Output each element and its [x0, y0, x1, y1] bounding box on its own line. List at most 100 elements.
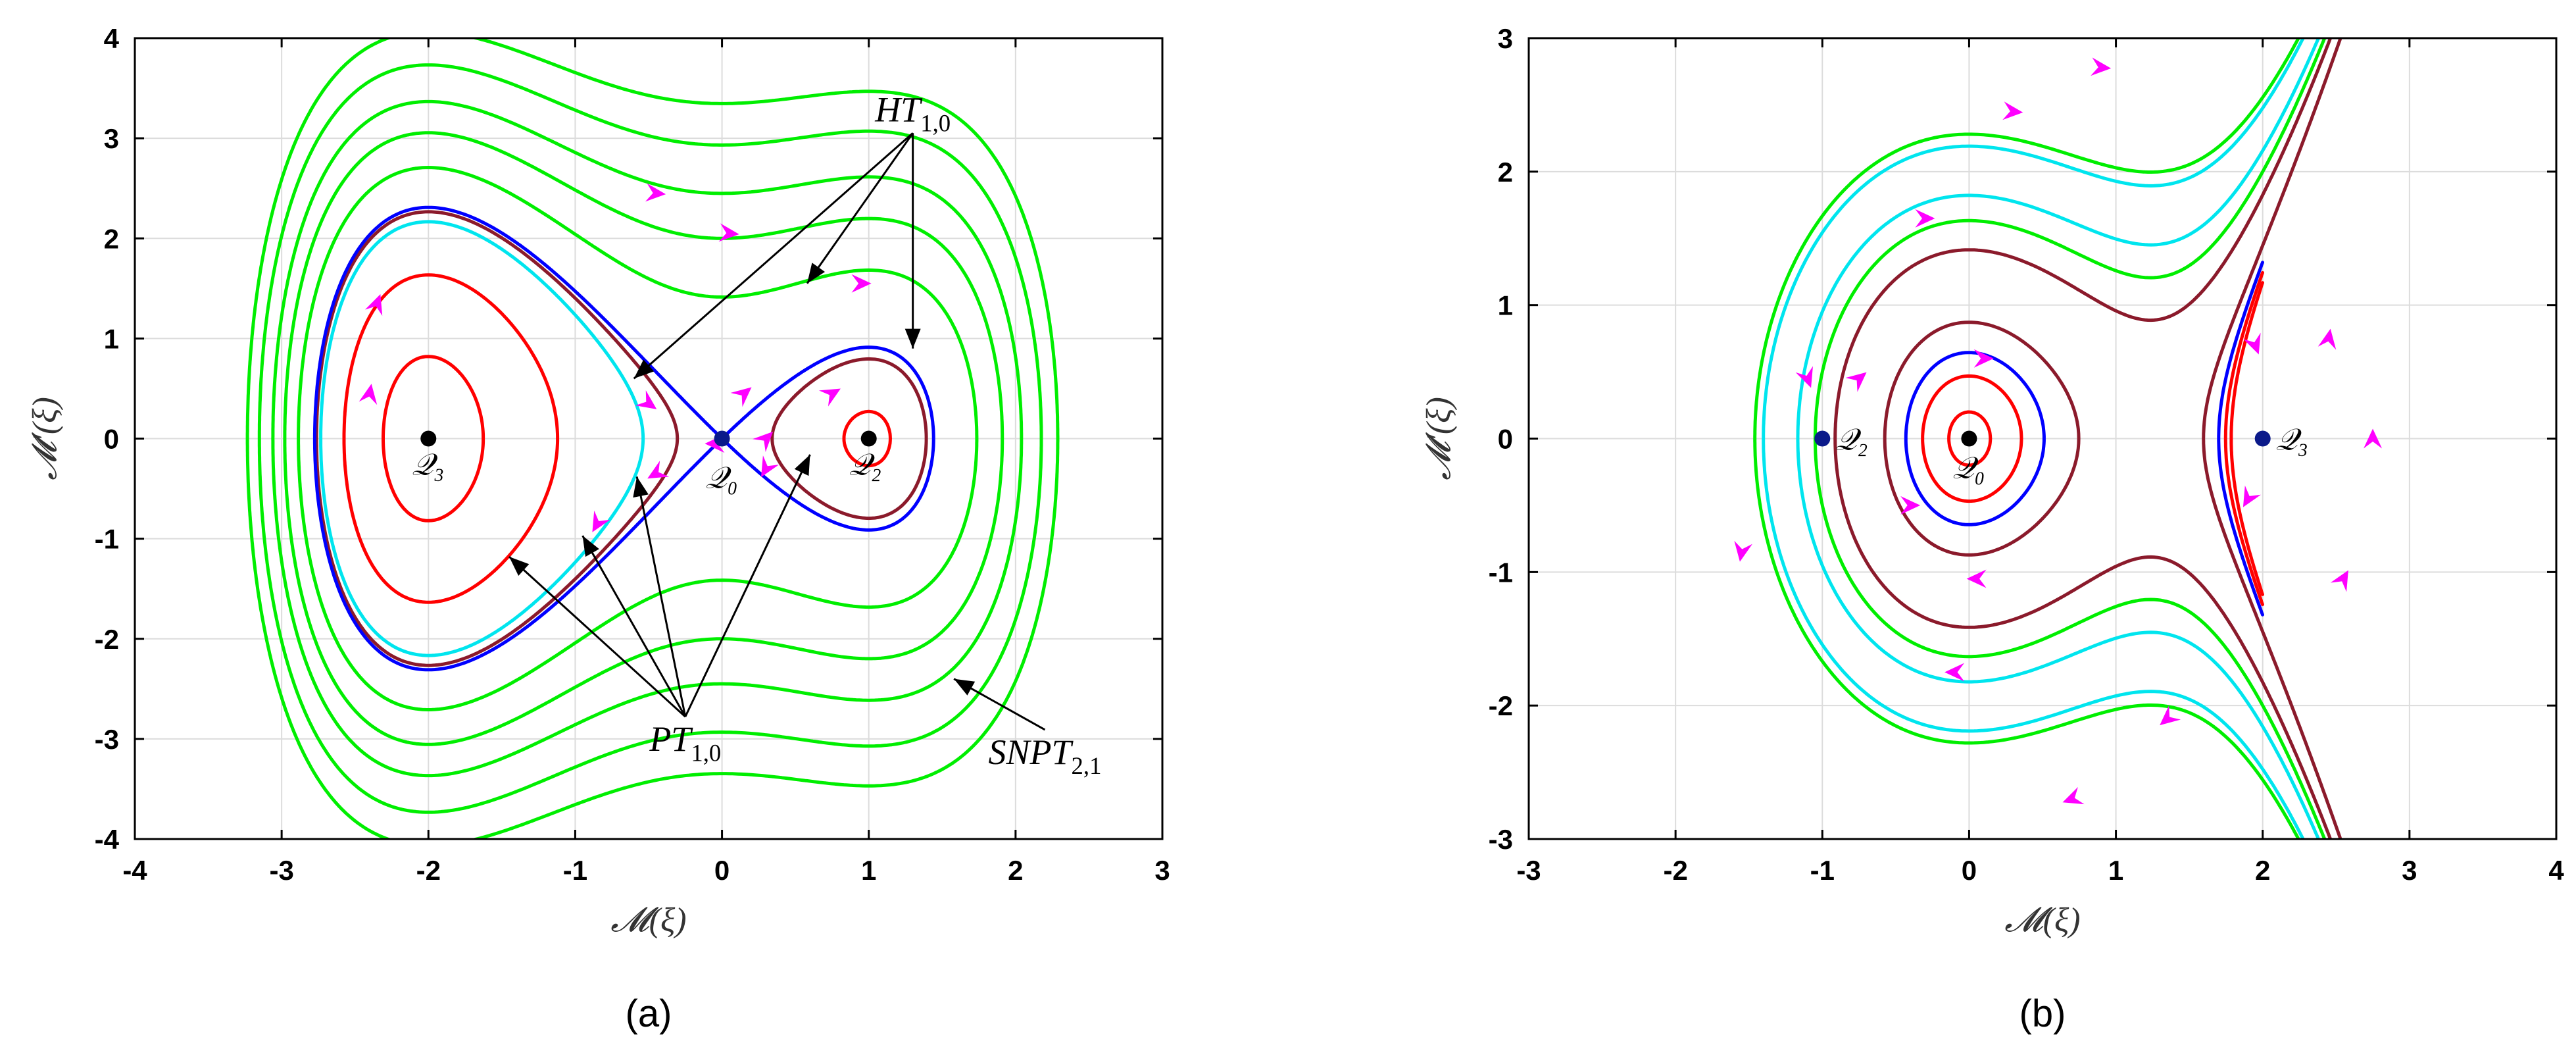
direction-arrow [761, 455, 780, 478]
annotation-arrowhead [633, 359, 655, 379]
y-tick-label: -3 [1489, 824, 1513, 855]
direction-arrow [1795, 366, 1813, 388]
x-tick-label: -1 [1810, 855, 1835, 886]
x-tick-label: -1 [563, 855, 587, 886]
x-tick-label: 3 [1154, 855, 1170, 886]
x-tick-label: 3 [2402, 855, 2417, 886]
equilibrium-point [1814, 430, 1831, 447]
equilibrium-label: 𝒬₃ [412, 448, 444, 482]
y-tick-label: 1 [1498, 290, 1513, 321]
x-tick-label: 2 [1008, 855, 1023, 886]
annotation-arrowhead [633, 476, 649, 498]
direction-arrow [2091, 57, 2112, 76]
y-tick-label: 2 [104, 223, 119, 254]
annotation-leader [582, 535, 687, 717]
direction-arrows [1734, 57, 2383, 805]
annotation-label-base: SNPT [989, 732, 1074, 772]
series-2 [319, 220, 645, 657]
x-tick-label: -4 [122, 855, 147, 886]
equilibrium-point [1961, 430, 1977, 447]
x-tick-label: 4 [2548, 855, 2564, 886]
y-tick-label: -3 [95, 724, 119, 755]
annotation-label-sub: 1,0 [691, 739, 721, 766]
direction-arrow [2062, 786, 2085, 805]
x-tick-label: -3 [269, 855, 293, 886]
y-tick-label: -2 [95, 624, 119, 655]
x-tick-label: -2 [1663, 855, 1687, 886]
x-tick-label: 1 [861, 855, 876, 886]
series-9 [271, 99, 1024, 778]
direction-arrow [359, 384, 378, 405]
annotation-label: PT1,0 [649, 719, 721, 766]
panel-a: 𝒬₃ 𝒬₀ 𝒬₂ -4 -3 -2 -1 0 1 2 3 -4 -3 -2 -1 0 1 2 3 4 𝓜(ξ) 𝓜′(ξ)… [26, 23, 1170, 1035]
annotation-label-base: PT [649, 719, 693, 759]
direction-arrow [647, 461, 670, 479]
equilibrium-label: 𝒬₂ [1835, 423, 1868, 457]
y-tick-label: 3 [104, 123, 119, 154]
series-5 [1796, 38, 2321, 839]
y-tick-label: -2 [1489, 690, 1513, 721]
direction-arrows [359, 183, 872, 532]
equilibrium-label: 𝒬₀ [1952, 451, 1985, 485]
annotation-label: HT1,0 [874, 89, 951, 136]
y-tick-label: -1 [1489, 557, 1513, 588]
direction-arrow [1845, 372, 1867, 392]
series-10 [257, 63, 1043, 814]
direction-arrow [818, 388, 841, 407]
curves [1753, 38, 2342, 839]
direction-arrow [1734, 540, 1752, 562]
equilibrium-point [2254, 430, 2271, 447]
direction-arrow [2242, 485, 2262, 507]
equilibrium-point [714, 430, 730, 447]
annotation-arrowhead [904, 328, 921, 349]
direction-arrow [2160, 705, 2181, 726]
y-tick-label: -1 [95, 524, 119, 555]
series-4 [842, 409, 892, 468]
series-0 [1947, 281, 2264, 596]
series-1 [1921, 270, 2264, 607]
annotation-arrowhead [509, 557, 530, 576]
x-axis-label: 𝓜(ξ) [610, 902, 686, 939]
annotation-leader [684, 454, 811, 717]
equilibrium-label: 𝒬₂ [849, 448, 881, 482]
direction-arrow [645, 183, 666, 202]
x-tick-label: 2 [2255, 855, 2270, 886]
series-3 [1883, 38, 2342, 839]
direction-arrow [635, 390, 657, 409]
annotation-leader [635, 476, 687, 717]
y-tick-label: 4 [104, 23, 120, 54]
direction-arrow [2364, 428, 2383, 449]
annotation-label-sub: 2,1 [1072, 752, 1102, 779]
annotation-label-base: HT [874, 89, 923, 129]
direction-arrow [1915, 209, 1935, 228]
equilibrium-point [420, 430, 437, 447]
annotation-label: SNPT2,1 [989, 732, 1102, 779]
direction-arrow [851, 274, 872, 293]
x-tick-label: 0 [1962, 855, 1977, 886]
annotation-arrowhead [794, 454, 810, 476]
direction-arrow [592, 510, 610, 532]
direction-arrow [730, 387, 752, 407]
series-4 [1813, 38, 2327, 839]
series-3 [314, 210, 680, 667]
series-0 [382, 355, 485, 522]
direction-arrow [753, 431, 774, 453]
x-tick-label: -2 [416, 855, 441, 886]
direction-arrow [364, 294, 383, 317]
direction-arrow [1966, 569, 1987, 588]
y-axis-label: 𝓜′(ξ) [1420, 397, 1458, 480]
y-tick-label: 1 [104, 323, 119, 354]
direction-arrow [718, 223, 739, 242]
x-tick-label: -3 [1516, 855, 1541, 886]
series-5 [770, 357, 928, 521]
equilibrium-label: 𝒬₀ [706, 461, 738, 495]
panel-b: 𝒬₂ 𝒬₀ 𝒬₃ -3 -2 -1 0 1 2 3 4 -3 -2 -1 0 1 2 3 𝓜(ξ) 𝓜′(ξ) (b) [1420, 23, 2564, 1035]
annotation-arrowhead [582, 536, 599, 557]
y-axis-label: 𝓜′(ξ) [26, 397, 64, 480]
annotation-label-sub: 1,0 [920, 109, 951, 136]
series-7 [1762, 38, 2305, 839]
series-6 [312, 205, 935, 672]
direction-arrow [2002, 101, 2023, 120]
equilibrium-label: 𝒬₃ [2276, 423, 2308, 457]
